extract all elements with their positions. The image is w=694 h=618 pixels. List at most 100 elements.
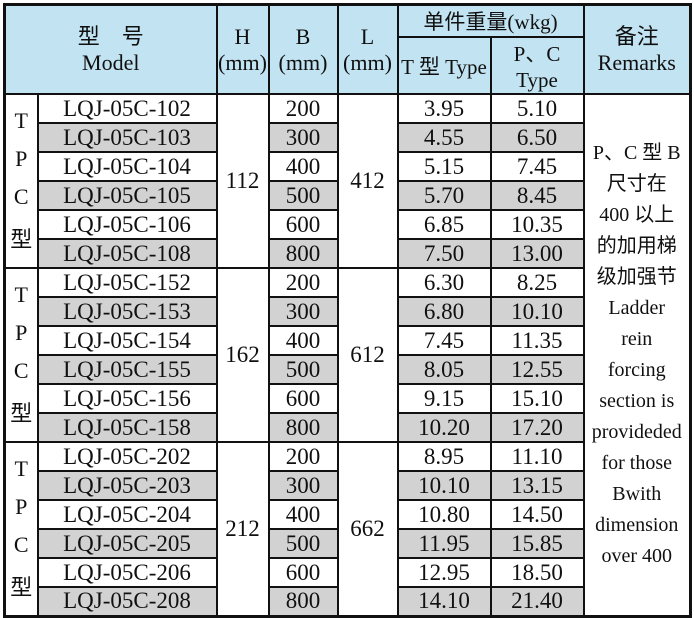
b-value-cell: 500 bbox=[267, 528, 339, 559]
pc-weight-cell: 8.45 bbox=[489, 180, 585, 211]
spec-table: 型 号 Model H (mm) B (mm) L (mm) 单件重量(wkg)… bbox=[3, 3, 692, 618]
pc-weight-cell: 18.50 bbox=[489, 557, 585, 588]
table-row: LQJ-05C-203 300 10.10 13.15 bbox=[5, 470, 691, 501]
t-weight-cell: 8.05 bbox=[396, 354, 492, 385]
b-header-unit: (mm) bbox=[278, 49, 328, 75]
t-weight-cell: 3.95 bbox=[396, 93, 492, 124]
group-label-char: 型 bbox=[10, 574, 33, 600]
model-cell: LQJ-05C-105 bbox=[36, 180, 218, 211]
t-weight-cell: 5.70 bbox=[396, 180, 492, 211]
table-row: LQJ-05C-206 600 12.95 18.50 bbox=[5, 557, 691, 588]
model-cell: LQJ-05C-204 bbox=[36, 499, 218, 530]
table-row: LQJ-05C-105 500 5.70 8.45 bbox=[5, 180, 691, 211]
model-cell: LQJ-05C-158 bbox=[36, 412, 218, 443]
group-label-char: C bbox=[13, 358, 29, 383]
model-cell: LQJ-05C-202 bbox=[36, 441, 218, 472]
l-value-cell: 412 bbox=[336, 93, 399, 269]
group-label-char: 型 bbox=[10, 401, 33, 426]
group-label-char: 型 bbox=[10, 227, 33, 252]
model-cell: LQJ-05C-206 bbox=[36, 557, 218, 588]
pc-weight-cell: 15.85 bbox=[489, 528, 585, 559]
model-cell: LQJ-05C-155 bbox=[36, 354, 218, 385]
pc-weight-cell: 5.10 bbox=[489, 93, 585, 124]
t-weight-cell: 11.95 bbox=[396, 528, 492, 559]
model-header-cn: 型 号 bbox=[77, 23, 144, 49]
b-value-cell: 800 bbox=[267, 412, 339, 443]
b-value-cell: 200 bbox=[267, 441, 339, 472]
pc-weight-cell: 12.55 bbox=[489, 354, 585, 385]
model-header-en: Model bbox=[82, 49, 140, 75]
remarks-cell: P、C 型 B 尺寸在 400 以上 的加用梯 级加强节 Ladder rein… bbox=[582, 93, 692, 617]
group-label-char: T bbox=[14, 455, 28, 481]
table-row: LQJ-05C-108 800 7.50 13.00 bbox=[5, 238, 691, 269]
remarks-column-header: 备注 Remarks bbox=[582, 3, 692, 95]
t-weight-cell: 6.85 bbox=[396, 209, 492, 240]
model-cell: LQJ-05C-153 bbox=[36, 296, 218, 327]
weight-column-header: 单件重量(wkg) bbox=[396, 3, 585, 38]
model-cell: LQJ-05C-102 bbox=[36, 93, 218, 124]
t-weight-cell: 12.95 bbox=[396, 557, 492, 588]
pc-weight-cell: 15.10 bbox=[489, 383, 585, 414]
pc-weight-cell: 13.00 bbox=[489, 238, 585, 269]
t-weight-cell: 10.80 bbox=[396, 499, 492, 530]
l-value-cell: 662 bbox=[336, 441, 399, 617]
b-value-cell: 400 bbox=[267, 499, 339, 530]
b-value-cell: 300 bbox=[267, 122, 339, 153]
model-cell: LQJ-05C-154 bbox=[36, 325, 218, 356]
t-weight-cell: 6.30 bbox=[396, 267, 492, 298]
pc-weight-cell: 10.35 bbox=[489, 209, 585, 240]
t-type-header: T 型 Type bbox=[396, 36, 492, 95]
table-row: T P C 型 LQJ-05C-152 162 200 612 6.30 8.25 bbox=[3, 267, 691, 443]
t-weight-cell: 14.10 bbox=[396, 586, 492, 617]
model-cell: LQJ-05C-108 bbox=[36, 238, 218, 269]
model-cell: LQJ-05C-208 bbox=[36, 586, 218, 617]
t-weight-cell: 10.20 bbox=[396, 412, 492, 443]
pc-weight-cell: 11.35 bbox=[489, 325, 585, 356]
model-cell: LQJ-05C-203 bbox=[36, 470, 218, 501]
header-row-1: 型 号 Model H (mm) B (mm) L (mm) 单件重量(wkg)… bbox=[3, 3, 692, 95]
header-row-2: T 型 Type P、C Type bbox=[5, 36, 691, 95]
model-cell: LQJ-05C-156 bbox=[36, 383, 218, 414]
group-label-char: P bbox=[15, 320, 28, 345]
table-row: LQJ-05C-154 400 7.45 11.35 bbox=[5, 325, 691, 356]
b-value-cell: 200 bbox=[267, 267, 339, 298]
t-weight-cell: 8.95 bbox=[396, 441, 492, 472]
b-value-cell: 400 bbox=[267, 151, 339, 182]
h-value-cell: 212 bbox=[215, 441, 270, 617]
pc-weight-cell: 17.20 bbox=[489, 412, 585, 443]
table-row: LQJ-05C-153 300 6.80 10.10 bbox=[5, 296, 691, 327]
remarks-header-cn: 备注 bbox=[614, 23, 659, 49]
group-label-char: P bbox=[15, 493, 28, 519]
table-row: LQJ-05C-156 600 9.15 15.10 bbox=[5, 383, 691, 414]
b-value-cell: 800 bbox=[267, 238, 339, 269]
group-label-char: P bbox=[15, 146, 28, 171]
b-value-cell: 300 bbox=[267, 296, 339, 327]
pc-type-header: P、C Type bbox=[489, 36, 585, 95]
b-header-label: B bbox=[295, 23, 311, 49]
b-value-cell: 500 bbox=[267, 354, 339, 385]
h-header-label: H bbox=[234, 23, 251, 49]
table-row: LQJ-05C-106 600 6.85 10.35 bbox=[5, 209, 691, 240]
group-label-char: C bbox=[13, 184, 29, 209]
model-column-header: 型 号 Model bbox=[3, 3, 218, 95]
model-cell: LQJ-05C-152 bbox=[36, 267, 218, 298]
pc-weight-cell: 11.10 bbox=[489, 441, 585, 472]
pc-weight-cell: 7.45 bbox=[489, 151, 585, 182]
b-value-cell: 300 bbox=[267, 470, 339, 501]
h-value-cell: 162 bbox=[215, 267, 270, 443]
pc-weight-cell: 13.15 bbox=[489, 470, 585, 501]
table-row: T P C 型 LQJ-05C-102 112 200 412 3.95 5.10 P、C 型 B … bbox=[3, 93, 692, 617]
b-value-cell: 400 bbox=[267, 325, 339, 356]
t-weight-cell: 7.45 bbox=[396, 325, 492, 356]
table-row: LQJ-05C-205 500 11.95 15.85 bbox=[5, 528, 691, 559]
group-label-char: C bbox=[13, 531, 29, 557]
table-row: LQJ-05C-204 400 10.80 14.50 bbox=[5, 499, 691, 530]
pc-weight-cell: 8.25 bbox=[489, 267, 585, 298]
b-value-cell: 200 bbox=[267, 93, 339, 124]
